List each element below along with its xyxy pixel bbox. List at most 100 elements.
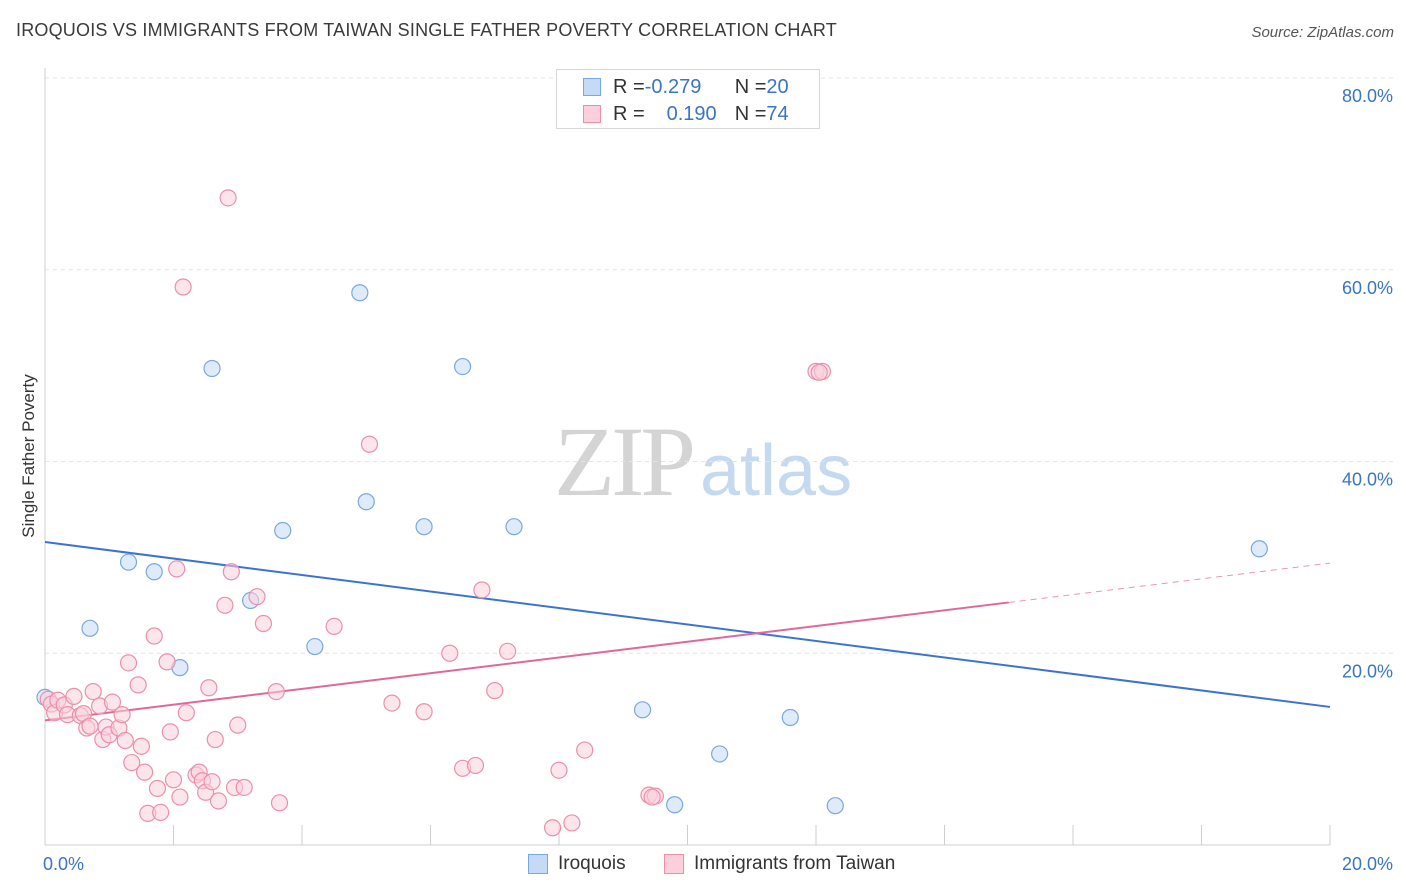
correlation-legend: R = -0.279 N = 20 R = 0.190 N = 74 bbox=[556, 69, 820, 129]
data-point-taiwan bbox=[135, 763, 154, 781]
data-point-taiwan bbox=[222, 563, 240, 581]
data-point-taiwan bbox=[119, 654, 138, 672]
y-tick-label: 80.0% bbox=[1342, 86, 1393, 106]
data-point-taiwan bbox=[563, 814, 581, 832]
legend-r-label: R = bbox=[613, 75, 645, 98]
data-point-taiwan bbox=[643, 788, 661, 806]
legend-n-label: N = bbox=[734, 102, 767, 125]
data-point-taiwan bbox=[174, 278, 192, 296]
bottom-legend-swatch-taiwan bbox=[664, 854, 684, 874]
legend-r-label: R = bbox=[613, 102, 645, 125]
data-point-taiwan bbox=[383, 694, 401, 712]
data-point-taiwan bbox=[152, 803, 170, 822]
data-point-taiwan bbox=[415, 703, 433, 721]
data-point-taiwan bbox=[145, 627, 163, 645]
data-point-iroquois bbox=[203, 359, 221, 378]
data-point-taiwan bbox=[200, 679, 218, 697]
data-point-iroquois bbox=[454, 357, 472, 376]
data-point-iroquois bbox=[711, 745, 729, 763]
data-point-taiwan bbox=[325, 617, 343, 636]
data-point-taiwan bbox=[441, 644, 459, 662]
data-point-taiwan bbox=[81, 717, 99, 735]
y-axis-label: Single Father Poverty bbox=[19, 374, 38, 538]
legend-swatch-iroquois bbox=[583, 78, 601, 96]
trend-line-extension-taiwan bbox=[1008, 562, 1331, 603]
data-point-iroquois bbox=[826, 797, 844, 815]
data-point-taiwan bbox=[148, 779, 167, 798]
legend-n-value-iroquois: 20 bbox=[766, 75, 789, 98]
data-point-taiwan bbox=[113, 706, 131, 724]
y-tick-label: 40.0% bbox=[1342, 470, 1393, 490]
x-tick-label: 0.0% bbox=[43, 854, 84, 874]
data-point-taiwan bbox=[116, 731, 134, 750]
legend-r-value-iroquois: -0.279 bbox=[644, 75, 702, 98]
data-point-taiwan bbox=[168, 560, 186, 578]
data-point-taiwan bbox=[123, 753, 141, 772]
label-layer: 20.0% 40.0% 60.0% 80.0% 0.0% 20.0% Single Fath… bbox=[19, 86, 1393, 874]
data-point-taiwan bbox=[177, 704, 195, 722]
y-tick-label: 20.0% bbox=[1342, 661, 1393, 681]
data-point-iroquois bbox=[505, 518, 523, 536]
data-point-taiwan bbox=[466, 756, 485, 775]
grid-layer bbox=[45, 77, 1393, 654]
data-point-taiwan bbox=[203, 773, 221, 791]
legend-swatch-taiwan bbox=[583, 105, 601, 123]
data-point-taiwan bbox=[473, 581, 491, 599]
data-point-iroquois bbox=[119, 553, 138, 571]
data-point-taiwan bbox=[103, 693, 122, 711]
bottom-legend-taiwan: Immigrants from Taiwan bbox=[664, 852, 895, 876]
data-point-taiwan bbox=[235, 778, 253, 797]
data-point-taiwan bbox=[486, 682, 504, 700]
data-point-iroquois bbox=[633, 701, 652, 719]
data-point-iroquois bbox=[666, 796, 684, 814]
data-point-taiwan bbox=[270, 794, 289, 812]
data-point-taiwan bbox=[132, 737, 150, 755]
data-point-iroquois bbox=[357, 493, 375, 511]
data-point-taiwan bbox=[254, 614, 273, 633]
data-point-iroquois bbox=[81, 619, 99, 637]
data-point-taiwan bbox=[267, 682, 285, 701]
data-point-taiwan bbox=[84, 682, 102, 701]
legend-row-iroquois: R = -0.279 N = 20 bbox=[583, 74, 789, 100]
data-point-iroquois bbox=[274, 521, 292, 540]
data-point-taiwan bbox=[576, 741, 594, 759]
x-tick-label: 20.0% bbox=[1342, 854, 1393, 874]
legend-n-value-taiwan: 74 bbox=[766, 102, 789, 125]
axis-layer bbox=[44, 68, 1331, 846]
data-point-taiwan bbox=[219, 189, 237, 207]
data-point-taiwan bbox=[65, 687, 83, 705]
legend-n-label: N = bbox=[734, 75, 767, 98]
chart-title: IROQUOIS VS IMMIGRANTS FROM TAIWAN SINGL… bbox=[16, 20, 837, 40]
data-point-taiwan bbox=[543, 819, 562, 837]
data-point-taiwan bbox=[229, 716, 247, 734]
point-layer bbox=[36, 189, 1268, 837]
trend-layer bbox=[44, 541, 1331, 722]
source-label: Source: ZipAtlas.com bbox=[1251, 24, 1394, 41]
trend-line-iroquois bbox=[44, 541, 1331, 708]
legend-r-value-taiwan: 0.190 bbox=[666, 102, 717, 125]
data-point-iroquois bbox=[145, 563, 163, 581]
data-point-iroquois bbox=[351, 284, 369, 302]
data-point-taiwan bbox=[209, 792, 228, 810]
data-point-taiwan bbox=[550, 761, 568, 779]
data-point-taiwan bbox=[164, 771, 183, 789]
data-point-taiwan bbox=[129, 676, 147, 694]
y-tick-label: 60.0% bbox=[1342, 278, 1393, 298]
data-point-taiwan bbox=[810, 363, 828, 381]
bottom-legend-swatch-iroquois bbox=[528, 854, 548, 874]
trend-line-taiwan bbox=[44, 601, 1009, 722]
data-point-taiwan bbox=[161, 723, 179, 741]
data-point-taiwan bbox=[499, 642, 517, 660]
data-point-taiwan bbox=[206, 730, 224, 749]
bottom-legend-iroquois: Iroquois bbox=[528, 852, 626, 876]
legend-row-taiwan: R = 0.190 N = 74 bbox=[583, 101, 789, 127]
data-point-taiwan bbox=[171, 788, 189, 806]
data-point-iroquois bbox=[306, 637, 324, 656]
data-point-taiwan bbox=[216, 596, 234, 614]
data-point-iroquois bbox=[1250, 540, 1268, 558]
bottom-legend-label-iroquois: Iroquois bbox=[558, 853, 626, 874]
data-point-taiwan bbox=[158, 653, 176, 671]
data-point-iroquois bbox=[415, 518, 433, 536]
data-point-taiwan bbox=[360, 435, 379, 453]
